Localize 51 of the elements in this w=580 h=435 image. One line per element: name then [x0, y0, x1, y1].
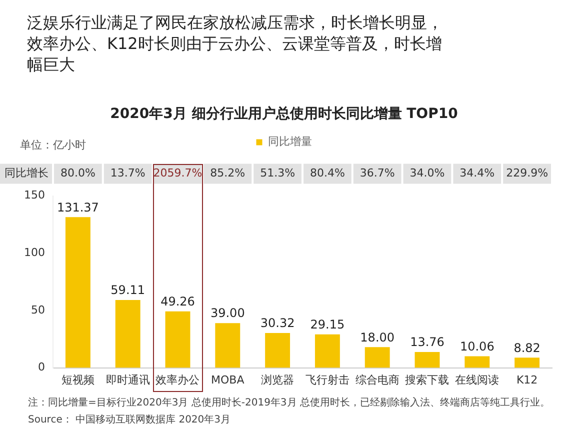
x-tick-label: 在线阅读: [455, 373, 500, 386]
x-tick-label: 即时通讯: [106, 373, 150, 386]
source-note: Source： 中国移动互联网数据库 2020年3月: [28, 414, 231, 426]
x-tick-label: 浏览器: [261, 373, 294, 386]
bar: [414, 352, 440, 368]
text: 80.0%: [60, 166, 96, 180]
y-tick-label: 100: [24, 246, 45, 259]
data-label: 49.26: [160, 294, 195, 308]
data-label: 18.00: [360, 330, 395, 344]
legend-label: 同比增量: [268, 135, 312, 148]
x-tick-label: MOBA: [211, 373, 245, 386]
chart-subtitle: 2020年3月 细分行业用户总使用时长同比增量 TOP10: [110, 105, 458, 122]
x-tick-label: 效率办公: [156, 373, 200, 386]
x-tick-label: K12: [516, 373, 538, 386]
bar: [314, 334, 340, 368]
text: 80.4%: [310, 166, 345, 180]
data-label: 131.37: [56, 200, 99, 214]
text: 注：同比增量=目标行业2020年3月 总使用时长-2019年3月 总使用时长，已经剔除输入法、终端商店等纯工具行业。: [28, 396, 550, 409]
y-tick-label: 0: [38, 360, 45, 374]
data-label: 30.32: [260, 316, 295, 330]
text: 36.7%: [360, 166, 395, 180]
x-tick-label: 综合电商: [355, 373, 400, 386]
y-tick-label: 50: [30, 303, 45, 316]
y-tick-label: 150: [24, 188, 45, 202]
text: 2059.7%: [153, 166, 202, 180]
bar: [265, 333, 290, 368]
bar: [165, 311, 190, 368]
chart-title: 泛娱乐行业满足了网民在家放松减压需求，时长增长明显，效率办公、K12时长则由于云办公、云课堂等普及，时长增幅巨大: [27, 12, 444, 75]
bar: [65, 217, 90, 368]
text: 同比增长: [4, 166, 48, 180]
x-tick-label: 飞行射击: [305, 373, 350, 386]
data-label: 13.76: [410, 335, 444, 350]
bar: [115, 300, 140, 368]
y-axis-title: 单位：亿小时: [20, 138, 86, 152]
data-label: 39.00: [210, 306, 245, 320]
text: 34.0%: [410, 166, 445, 180]
bar: [364, 347, 390, 368]
data-label: 59.11: [110, 283, 146, 298]
text: 51.3%: [260, 166, 296, 180]
text: 85.2%: [210, 166, 246, 180]
text: 13.7%: [110, 166, 146, 180]
bar: [514, 358, 540, 368]
data-label: 8.82: [514, 340, 540, 355]
text: 34.4%: [460, 166, 495, 180]
text: 229.9%: [506, 166, 548, 180]
x-tick-label: 短视频: [61, 373, 94, 386]
bar: [464, 356, 490, 368]
x-tick-label: 搜索下载: [405, 373, 450, 386]
bar: [215, 323, 240, 368]
data-label: 10.06: [460, 339, 494, 354]
data-label: 29.15: [310, 318, 345, 332]
